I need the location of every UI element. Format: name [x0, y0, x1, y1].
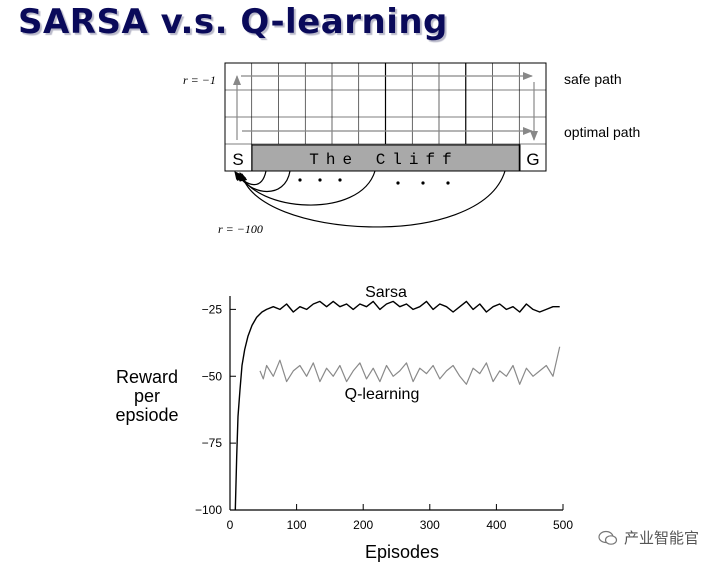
x-tick-label: 0 — [227, 518, 234, 532]
x-axis-ticks: 0 100 200 300 400 500 — [227, 504, 573, 532]
dot — [446, 181, 450, 185]
qlearning-series-line — [259, 346, 561, 385]
ellipsis-dots — [298, 178, 450, 185]
dot — [421, 181, 425, 185]
reward-step-label: r = −1 — [183, 73, 216, 87]
reward-chart: −25 −50 −75 −100 0 100 200 300 400 500 Reward pe… — [115, 284, 573, 562]
safe-path-label: safe path — [564, 71, 622, 87]
reward-cliff-label: r = −100 — [218, 222, 263, 236]
y-tick-label: −100 — [195, 503, 222, 517]
watermark: 产业智能官 — [598, 527, 699, 548]
wechat-icon — [598, 530, 618, 545]
x-tick-label: 100 — [287, 518, 307, 532]
x-tick-label: 500 — [553, 518, 573, 532]
x-axis-label: Episodes — [365, 542, 439, 562]
start-label: S — [232, 150, 243, 169]
y-tick-label: −50 — [202, 369, 223, 383]
qlearning-series-label: Q-learning — [345, 386, 420, 403]
y-tick-label: −25 — [202, 302, 223, 316]
y-axis-ticks: −25 −50 −75 −100 — [195, 302, 236, 517]
cliff-region — [251, 144, 521, 172]
dot — [396, 181, 400, 185]
fall-arrow-4 — [239, 170, 506, 228]
y-axis-label-line-2: per — [134, 386, 160, 406]
safe-path-arrows — [233, 72, 538, 141]
chart-series — [234, 300, 561, 511]
dot — [318, 178, 322, 182]
sarsa-series-label: Sarsa — [365, 284, 407, 301]
y-tick-label: −75 — [202, 436, 223, 450]
x-tick-label: 400 — [486, 518, 506, 532]
cliff-gridworld: The Cliff S G r = −1 r = −100 safe p — [183, 62, 640, 236]
fall-arrow-3 — [238, 170, 376, 206]
watermark-text: 产业智能官 — [623, 529, 699, 547]
goal-label: G — [526, 150, 539, 169]
slide-title: SARSA v.s. Q-learning — [18, 2, 448, 42]
cliff-label: The Cliff — [309, 151, 458, 169]
cliff-fall-arrows — [234, 170, 506, 228]
y-axis-label-line-1: Reward — [116, 367, 178, 387]
x-tick-label: 300 — [420, 518, 440, 532]
x-tick-label: 200 — [353, 518, 373, 532]
y-axis-label-line-3: epsiode — [115, 405, 178, 425]
sarsa-series-line — [234, 300, 560, 511]
dot — [298, 178, 302, 182]
optimal-path-label: optimal path — [564, 124, 640, 140]
dot — [338, 178, 342, 182]
